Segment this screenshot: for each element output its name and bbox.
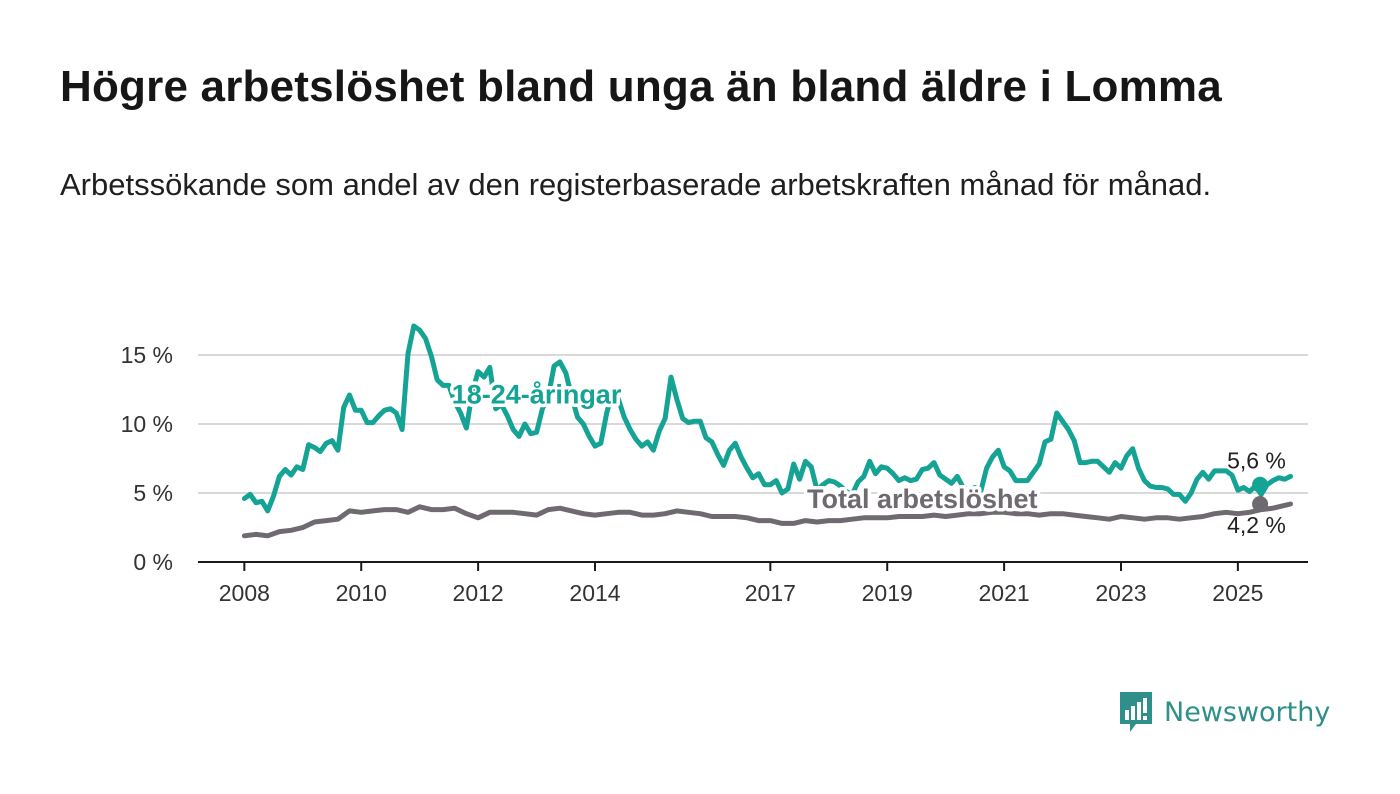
series-label-total: Total arbetslöshet — [807, 484, 1038, 514]
newsworthy-logo: Newsworthy — [1118, 690, 1330, 734]
series-line-total — [241, 501, 1293, 539]
gridlines — [198, 354, 1308, 494]
x-tick-label: 2008 — [219, 580, 270, 606]
x-axis: 2008 2010 2012 2014 2017 2019 2021 2023 2025 — [198, 561, 1308, 606]
x-tick-label: 2021 — [979, 580, 1030, 606]
y-axis: 0 % 5 % 10 % 15 % — [121, 342, 173, 575]
series-label-youth: 18-24-åringar — [452, 379, 622, 409]
x-tick-label: 2012 — [453, 580, 504, 606]
x-tick-label: 2010 — [336, 580, 387, 606]
end-marker-total — [1252, 496, 1269, 513]
x-tick-label: 2017 — [745, 580, 796, 606]
end-markers: 5,6 % 4,2 % — [1227, 448, 1286, 538]
x-tick-label: 2025 — [1212, 580, 1263, 606]
end-label-total: 4,2 % — [1227, 512, 1286, 538]
y-tick-label: 0 % — [133, 549, 173, 575]
series-labels: 18-24-åringar Total arbetslöshet — [448, 376, 1041, 518]
x-tick-label: 2019 — [862, 580, 913, 606]
series-line-youth — [241, 323, 1293, 514]
brand-name: Newsworthy — [1164, 696, 1331, 728]
x-tick-label: 2014 — [569, 580, 620, 606]
y-tick-label: 5 % — [133, 480, 173, 506]
chart-subtitle: Arbetssökande som andel av den registerb… — [60, 167, 1212, 202]
y-tick-label: 15 % — [121, 342, 173, 368]
end-label-youth: 5,6 % — [1227, 448, 1286, 474]
x-tick-label: 2023 — [1095, 580, 1146, 606]
bar-chart-speech-bubble-icon — [1120, 692, 1152, 732]
y-tick-label: 10 % — [121, 411, 173, 437]
chart-title: Högre arbetslöshet bland unga än bland ä… — [60, 62, 1222, 111]
end-marker-youth — [1252, 476, 1269, 493]
series-lines — [241, 323, 1293, 539]
